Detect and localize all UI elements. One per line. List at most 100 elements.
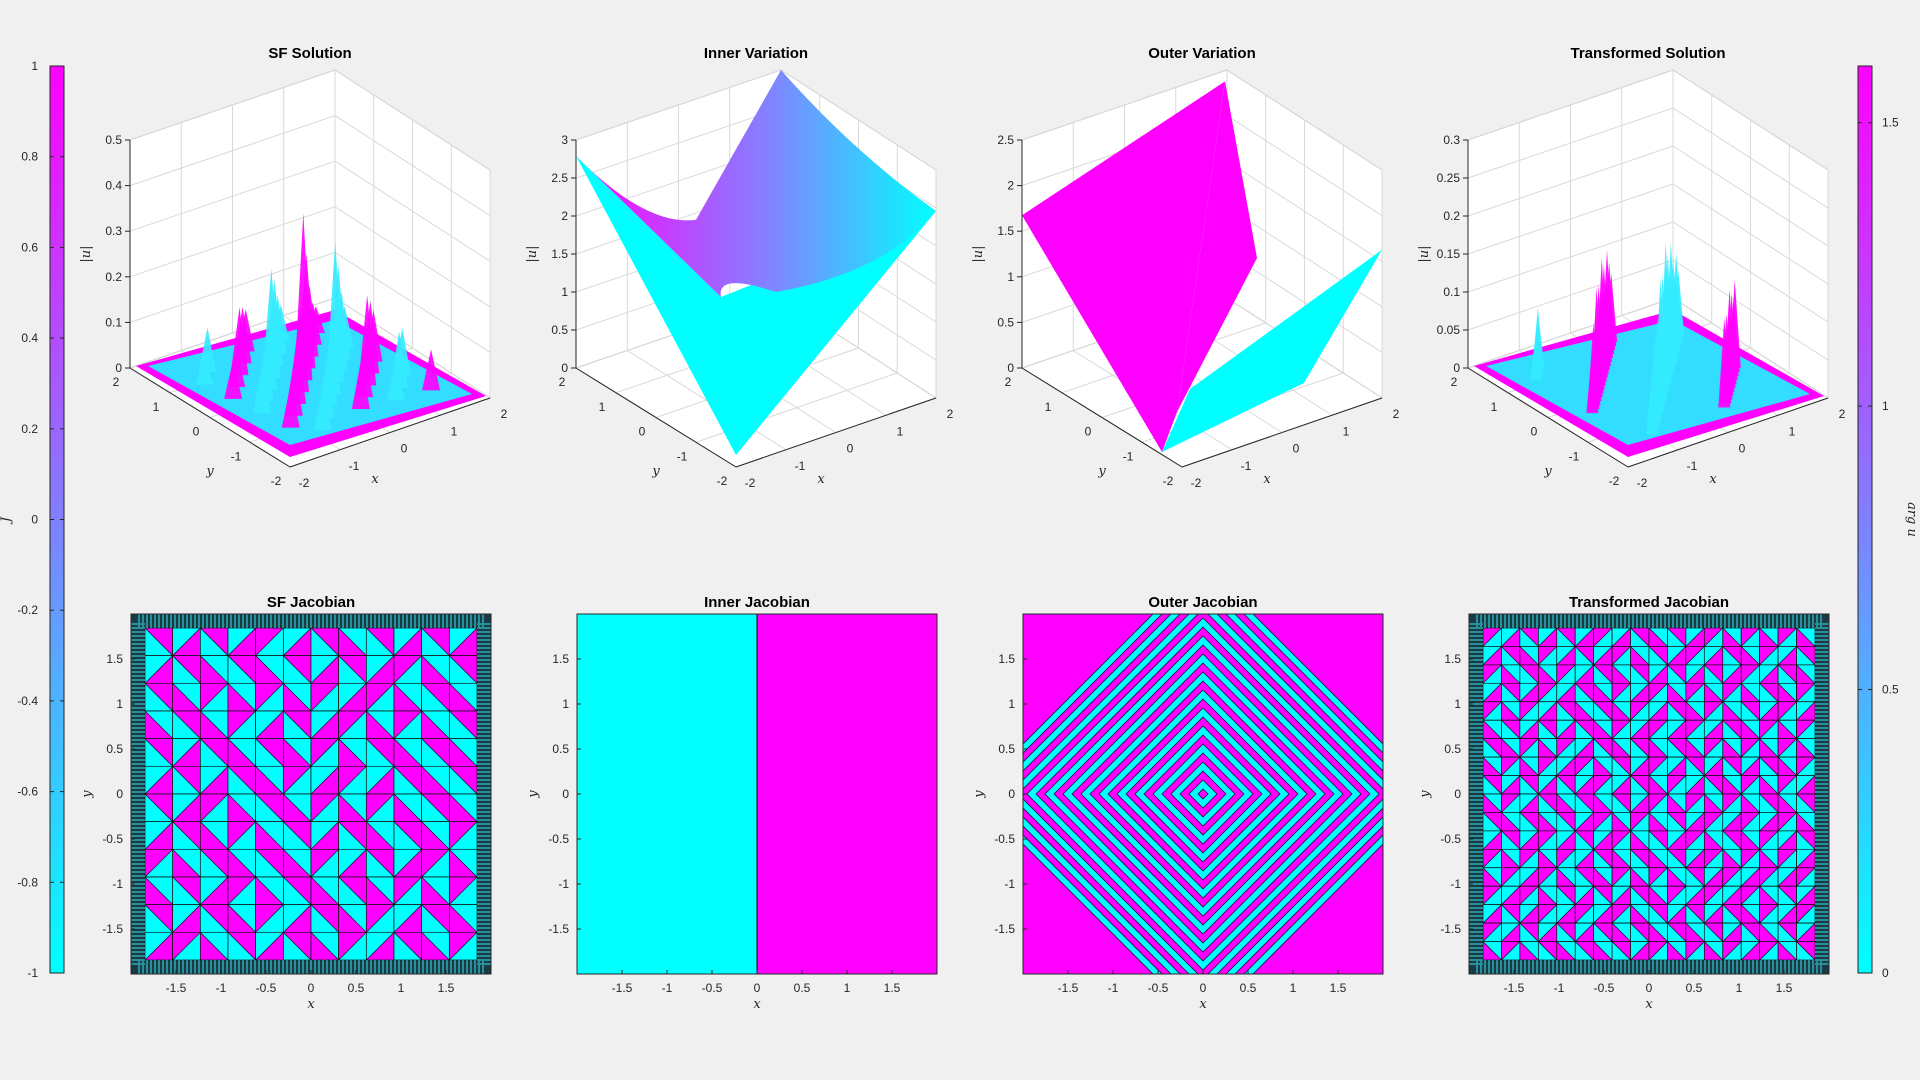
panel-transformed-solution: 0.3 0.25 0.2 0.15 0.1 0.05 0 |u| 2 1 0 -1 -2 -2 -1 0 1 2 y… [1417, 45, 1846, 490]
y-axis-label: y [651, 464, 660, 479]
y-tick: 0 [1085, 425, 1092, 439]
z-tick: 0.25 [1437, 171, 1461, 185]
x-axis-label: x [1709, 472, 1717, 487]
x-axis-label: x [817, 472, 825, 487]
y-tick: 0 [1008, 787, 1015, 801]
x-tick: -1 [1241, 459, 1252, 473]
colorbar-tick: -0.6 [17, 785, 38, 799]
y-axis-label: y [1543, 464, 1552, 479]
y-tick: -0.5 [1440, 832, 1461, 846]
y-tick: -1 [677, 449, 688, 463]
x-tick: -1 [216, 981, 227, 995]
x-axis-label: x [1263, 472, 1271, 487]
surface [136, 212, 486, 457]
y-axis-label: y [1418, 790, 1433, 799]
colorbar-tick: 1 [31, 59, 38, 73]
x-tick: -1.5 [1058, 981, 1079, 995]
y-tick: 1.5 [1444, 652, 1461, 666]
y-tick: -1.5 [994, 922, 1015, 936]
y-tick: 0 [1454, 787, 1461, 801]
x-tick: -1 [1108, 981, 1119, 995]
z-tick: 0.05 [1437, 323, 1461, 337]
colorbar-tick: 1 [1882, 399, 1889, 413]
x-tick: -0.5 [1594, 981, 1615, 995]
colorbar-tick: -0.4 [17, 694, 38, 708]
panel-title: Inner Jacobian [704, 594, 810, 611]
y-axis-label: y [972, 790, 987, 799]
x-tick: 1 [1789, 424, 1796, 438]
y-axis-label: y [1097, 464, 1106, 479]
y-tick: -0.5 [102, 832, 123, 846]
x-tick: 1.5 [1330, 981, 1347, 995]
y-tick: 1.5 [106, 652, 123, 666]
y-tick: 0 [562, 787, 569, 801]
y-tick: 0.5 [998, 742, 1015, 756]
x-tick: -1 [349, 459, 360, 473]
y-tick: 1 [599, 400, 606, 414]
y-tick: 1 [1491, 400, 1498, 414]
y-tick: 0 [193, 425, 200, 439]
z-axis-label: |u| [79, 245, 94, 262]
x-tick: 1.5 [884, 981, 901, 995]
z-tick: 0.5 [105, 133, 122, 147]
colorbar-tick: 0.6 [21, 240, 38, 254]
panel-sf-solution: 0.5 0.4 0.3 0.2 0.1 0 |u| 2 1 0 -1 -2 -2 -1 0 1 2 y x SF So… [79, 45, 508, 490]
x-tick: 1 [398, 981, 405, 995]
y-tick: 1.5 [998, 652, 1015, 666]
panel-outer-variation: 2.5 2 1.5 1 0.5 0 |u| 2 1 0 -1 -2 -2 -1 0 1 2 y x Outer Var… [971, 45, 1400, 490]
z-tick: 0.2 [105, 270, 122, 284]
y-tick: -2 [1163, 474, 1174, 488]
x-axis-label: x [307, 997, 315, 1012]
y-tick: -1 [1123, 449, 1134, 463]
z-tick: 2.5 [551, 171, 568, 185]
heatmap [131, 614, 491, 974]
x-tick: -1.5 [166, 981, 187, 995]
x-tick: 2 [947, 407, 954, 421]
surface [1474, 241, 1824, 457]
panel-title: Inner Variation [704, 45, 808, 62]
x-tick: -1.5 [612, 981, 633, 995]
colorbar-tick: 0.2 [21, 422, 38, 436]
x-axis-label: x [753, 997, 761, 1012]
y-tick: -1 [231, 449, 242, 463]
x-tick: 0.5 [1686, 981, 1703, 995]
colorbar-tick: 0 [1882, 966, 1889, 980]
z-tick: 1 [1007, 270, 1014, 284]
x-axis-label: x [371, 472, 379, 487]
panel-outer-jacobian: -1.5 -1 -0.5 0 0.5 1 1.5 1.5 1 0.5 0 -0.5 -1 -1.5 x y Ou… [972, 594, 1384, 1012]
panel-title: SF Solution [268, 45, 351, 62]
colorbar-tick: -0.2 [17, 603, 38, 617]
x-tick: 0.5 [794, 981, 811, 995]
y-tick: -1 [1004, 877, 1015, 891]
x-tick: -1 [1554, 981, 1565, 995]
x-tick: 0 [1739, 442, 1746, 456]
colorbar-tick: 0.8 [21, 150, 38, 164]
x-tick: 0 [1646, 981, 1653, 995]
surface [576, 70, 936, 455]
y-tick: -2 [717, 474, 728, 488]
y-tick: 2 [1005, 375, 1012, 389]
x-tick: 0 [1293, 442, 1300, 456]
z-tick: 3 [561, 133, 568, 147]
y-tick: 1 [562, 697, 569, 711]
y-tick: 0.5 [552, 742, 569, 756]
y-tick: -1 [112, 877, 123, 891]
x-tick: 1.5 [1776, 981, 1793, 995]
x-tick: 2 [1839, 407, 1846, 421]
x-tick: -1 [1687, 459, 1698, 473]
surface [1022, 81, 1382, 453]
panel-inner-variation: 3 2.5 2 1.5 1 0.5 0 |u| 2 1 0 -1 -2 -2 -1 0 1 2 y x Inner Va… [525, 45, 954, 490]
z-tick: 0.2 [1443, 209, 1460, 223]
x-tick: -1 [662, 981, 673, 995]
heatmap [1469, 614, 1829, 974]
y-tick: -1 [558, 877, 569, 891]
x-tick: -0.5 [256, 981, 277, 995]
panel-title: Outer Variation [1148, 45, 1256, 62]
x-tick: -2 [1637, 476, 1648, 490]
colorbar-tick: -1 [27, 966, 38, 980]
y-tick: 1 [1454, 697, 1461, 711]
colorbar-1: 1.5 1 0.5 0 arg u [1857, 65, 1919, 980]
z-tick: 1.5 [551, 247, 568, 261]
y-tick: -1 [1450, 877, 1461, 891]
